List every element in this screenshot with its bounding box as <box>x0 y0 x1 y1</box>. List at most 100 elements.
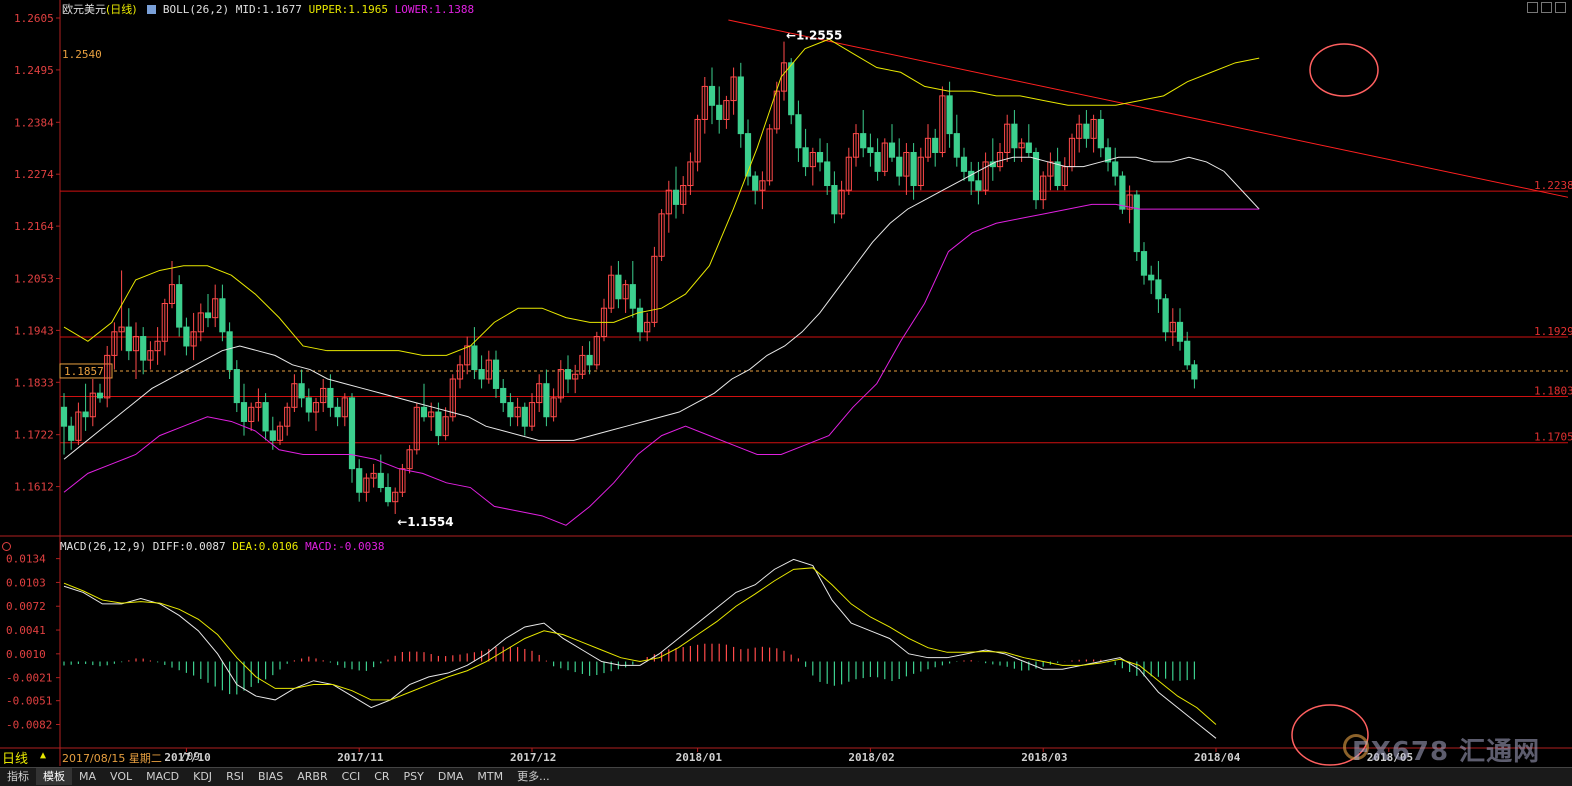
candle-body <box>1191 364 1198 380</box>
cursor-date: 2017/08/15 星期二 <box>62 752 162 765</box>
tab-8[interactable]: ARBR <box>297 770 328 783</box>
candle <box>629 261 636 318</box>
candle <box>867 133 874 167</box>
candle <box>125 308 132 361</box>
candle-body <box>348 397 356 470</box>
tab-12[interactable]: DMA <box>437 770 464 783</box>
candle-body <box>406 449 413 470</box>
candle <box>68 416 75 450</box>
indicator-icon[interactable] <box>147 5 157 14</box>
candle <box>1083 110 1090 148</box>
candle <box>1018 138 1025 162</box>
tab-1[interactable]: 模板 <box>36 768 72 785</box>
candle <box>96 383 104 403</box>
candle-body <box>975 180 982 191</box>
candle-body <box>737 76 744 135</box>
window-controls <box>1524 2 1566 16</box>
candle <box>1040 171 1047 210</box>
restore-icon[interactable] <box>1527 2 1538 13</box>
candle-body <box>1076 123 1083 139</box>
candle-body <box>104 354 111 399</box>
macd-dea-value: DEA:0.0106 <box>232 540 299 553</box>
candle <box>1155 261 1162 313</box>
candle <box>708 67 716 125</box>
candle <box>564 355 572 394</box>
candle-body <box>1112 161 1119 177</box>
tab-4[interactable]: MACD <box>146 770 180 783</box>
candle <box>1112 147 1119 186</box>
candle <box>608 265 615 313</box>
candle-body <box>147 350 154 361</box>
tab-0[interactable]: 指标 <box>7 770 29 783</box>
candle-body <box>521 406 528 427</box>
candle-body <box>651 255 658 323</box>
grid-layer <box>0 0 1572 766</box>
candle-body <box>672 189 680 205</box>
period-label: (日线) <box>106 3 137 16</box>
x-tick-label: 2018/02 <box>848 751 894 764</box>
candle <box>831 171 838 224</box>
candle-body <box>399 468 406 493</box>
candle-body <box>831 185 838 215</box>
candle-body <box>492 359 500 389</box>
candle-body <box>291 383 298 408</box>
candle-body <box>341 397 348 418</box>
candle <box>197 303 204 342</box>
maximize-icon[interactable] <box>1541 2 1552 13</box>
candle-body <box>615 274 622 300</box>
period-button[interactable]: 日线 <box>2 752 29 767</box>
candle-body <box>694 118 701 163</box>
candle-body <box>89 392 96 418</box>
tab-11[interactable]: PSY <box>403 770 424 783</box>
candle <box>298 369 305 408</box>
tab-14[interactable]: 更多... <box>517 770 550 783</box>
tab-6[interactable]: RSI <box>226 770 244 783</box>
candle-body <box>298 383 305 399</box>
candle-body <box>1133 194 1140 253</box>
tab-5[interactable]: KDJ <box>193 770 213 783</box>
candle <box>363 473 370 502</box>
candle <box>320 378 327 413</box>
candle-body <box>1104 147 1112 163</box>
close-icon[interactable] <box>1555 2 1566 13</box>
macd-panel-icon[interactable] <box>2 542 11 551</box>
candle <box>759 171 766 210</box>
macd-diff-value: DIFF:0.0087 <box>152 540 226 553</box>
candle <box>140 327 147 375</box>
candle-body <box>240 402 248 422</box>
macd-diff-line <box>63 558 1217 739</box>
candle <box>622 279 629 313</box>
candle <box>471 327 478 379</box>
candle-body <box>636 307 644 333</box>
tab-3[interactable]: VOL <box>110 770 133 783</box>
candle-body <box>788 62 795 116</box>
candle-body <box>550 397 557 418</box>
candle <box>284 402 291 436</box>
tab-10[interactable]: CR <box>374 770 390 783</box>
trend-line <box>728 19 1569 198</box>
candle-body <box>507 402 514 418</box>
candle-body <box>1140 251 1148 276</box>
horizontal-levels: 1.2238 1.1929 1.1803 1.1705 1.1857 <box>59 19 1572 444</box>
candle <box>917 147 924 191</box>
candle-body <box>838 189 845 215</box>
candle <box>341 393 348 427</box>
tab-13[interactable]: MTM <box>477 770 504 783</box>
tab-2[interactable]: MA <box>79 770 97 783</box>
tab-7[interactable]: BIAS <box>257 770 284 783</box>
candle <box>291 374 298 413</box>
candle-body <box>327 387 334 408</box>
candle <box>514 397 521 427</box>
candle-body <box>586 354 593 366</box>
period-arrow-icon[interactable]: ▲ <box>40 750 47 761</box>
candle <box>960 147 968 181</box>
tab-9[interactable]: CCI <box>341 770 361 783</box>
candle-body <box>392 491 399 503</box>
candle-body <box>262 402 269 432</box>
candle-body <box>204 312 212 319</box>
candle <box>896 138 903 186</box>
candle <box>305 388 312 422</box>
candle <box>744 119 752 186</box>
candle <box>334 397 341 427</box>
